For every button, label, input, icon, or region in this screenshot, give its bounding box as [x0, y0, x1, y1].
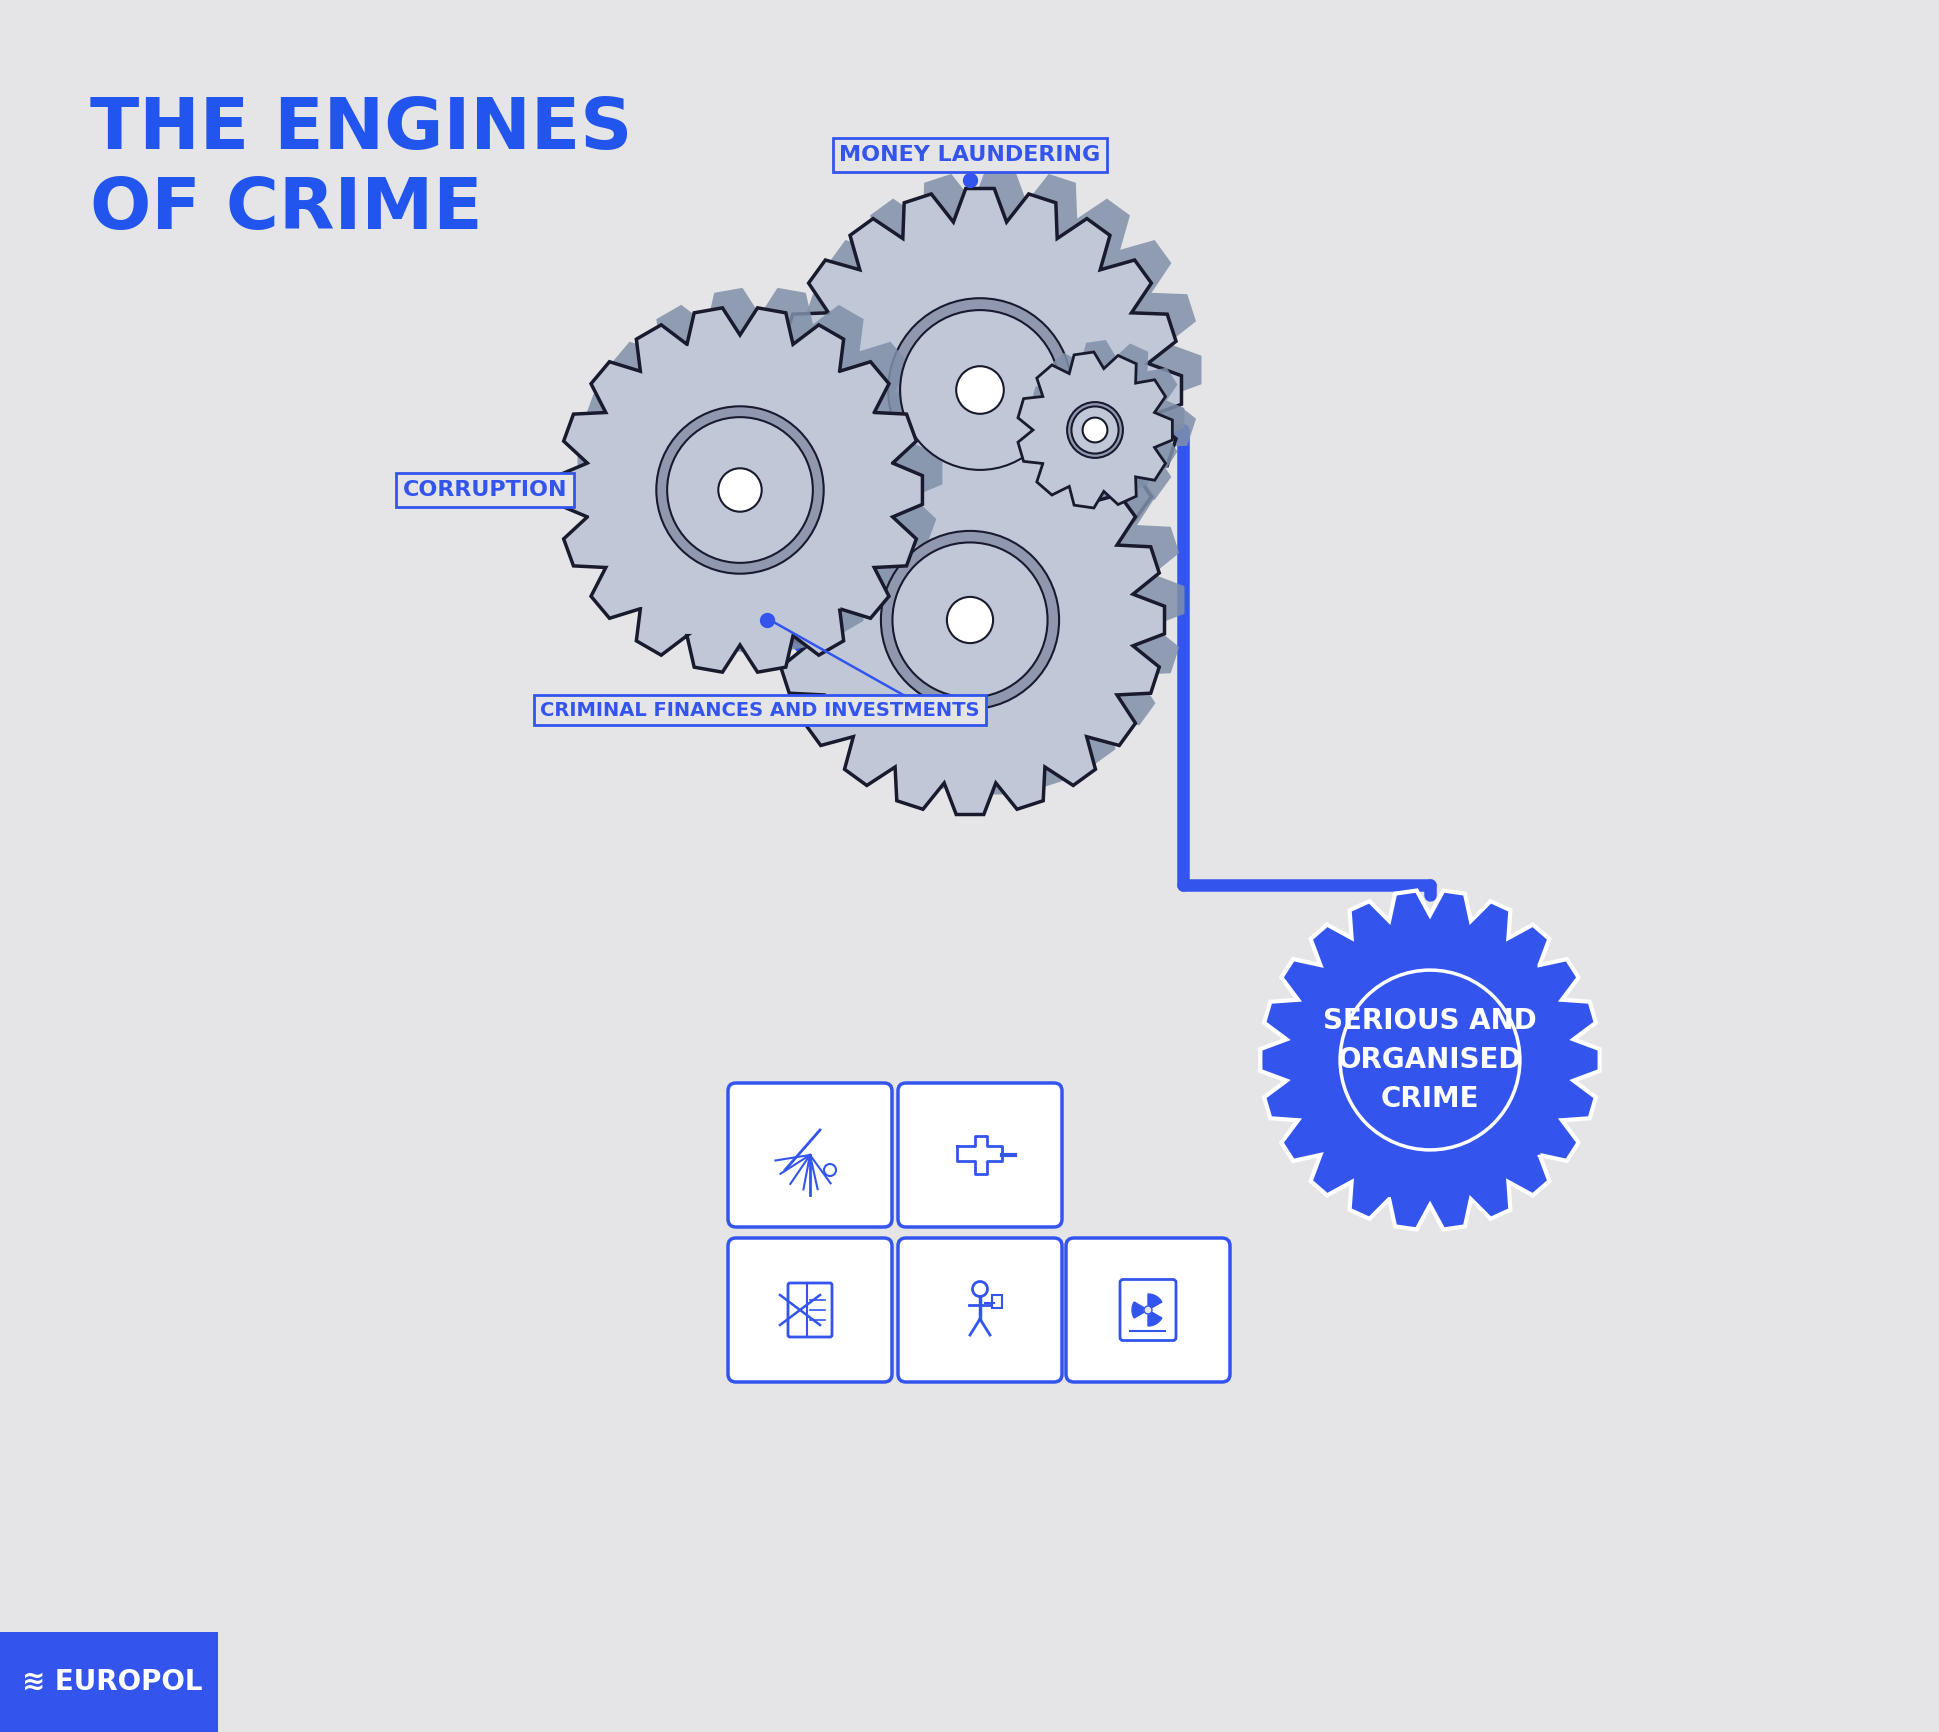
Circle shape	[1144, 1306, 1152, 1315]
Circle shape	[946, 598, 993, 643]
FancyBboxPatch shape	[898, 1238, 1061, 1382]
Text: SERIOUS AND
ORGANISED
CRIME: SERIOUS AND ORGANISED CRIME	[1322, 1006, 1536, 1114]
Polygon shape	[578, 288, 942, 653]
Circle shape	[880, 532, 1059, 708]
Bar	[0, 1632, 217, 1732]
Circle shape	[717, 468, 762, 511]
Polygon shape	[1260, 890, 1600, 1230]
Text: MONEY LAUNDERING: MONEY LAUNDERING	[840, 145, 1099, 165]
Circle shape	[655, 407, 824, 573]
Polygon shape	[1260, 890, 1600, 1230]
Text: OF CRIME: OF CRIME	[89, 175, 483, 244]
Polygon shape	[1148, 1313, 1161, 1327]
Polygon shape	[556, 308, 921, 672]
Polygon shape	[799, 168, 1200, 572]
Text: CORRUPTION: CORRUPTION	[403, 480, 566, 501]
Circle shape	[900, 310, 1059, 469]
Circle shape	[888, 298, 1070, 481]
Circle shape	[1340, 970, 1518, 1150]
Circle shape	[956, 365, 1002, 414]
FancyBboxPatch shape	[1065, 1238, 1229, 1382]
Circle shape	[1070, 407, 1119, 454]
Circle shape	[892, 542, 1047, 698]
FancyBboxPatch shape	[727, 1082, 892, 1226]
Circle shape	[1082, 417, 1107, 442]
Circle shape	[667, 417, 812, 563]
Text: THE ENGINES: THE ENGINES	[89, 95, 632, 165]
FancyBboxPatch shape	[898, 1082, 1061, 1226]
Polygon shape	[1148, 1294, 1161, 1308]
Polygon shape	[778, 189, 1181, 592]
FancyBboxPatch shape	[727, 1238, 892, 1382]
Polygon shape	[1018, 352, 1171, 507]
Text: ≋ EUROPOL: ≋ EUROPOL	[21, 1668, 202, 1696]
Circle shape	[1066, 402, 1123, 457]
Text: CRIMINAL FINANCES AND INVESTMENTS: CRIMINAL FINANCES AND INVESTMENTS	[539, 700, 979, 719]
Polygon shape	[776, 426, 1163, 814]
Polygon shape	[1132, 1302, 1144, 1318]
Polygon shape	[1030, 339, 1183, 495]
Polygon shape	[795, 405, 1185, 795]
